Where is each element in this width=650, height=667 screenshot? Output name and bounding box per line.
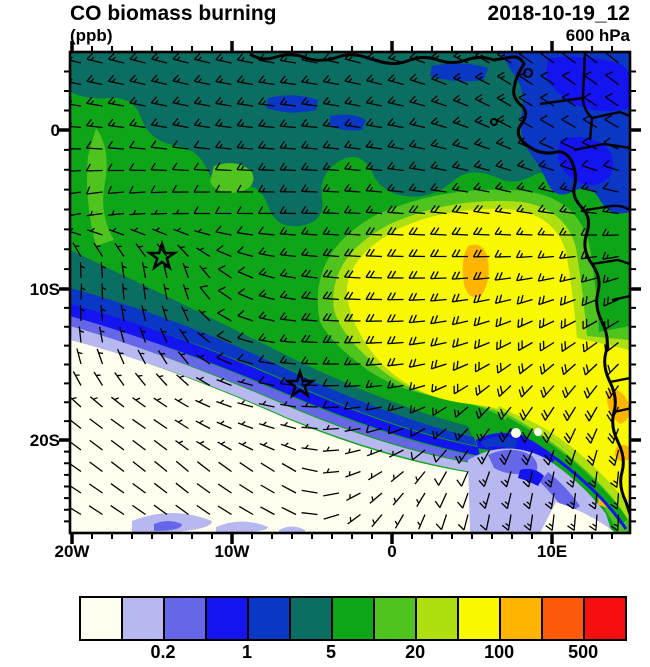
colorbar-cell-10	[501, 598, 543, 639]
x-tick-label-10e: 10E	[536, 542, 568, 561]
colorbar-label-1: 1	[242, 642, 253, 662]
plot-datetime: 2018-10-19_12	[487, 2, 630, 25]
region-violet-bottom	[154, 521, 182, 531]
star-marker-2	[283, 367, 317, 399]
country-border-0	[581, 52, 594, 141]
colorbar-label-5: 5	[326, 642, 337, 662]
country-border-1	[539, 96, 584, 106]
white-spot-1	[534, 428, 542, 436]
y-tick-label-20s: 20S	[29, 431, 60, 450]
region-white-wedge-se	[540, 502, 616, 533]
colorbar-cell-3	[207, 598, 249, 639]
colorbar-label-20: 20	[405, 642, 426, 662]
colorbar-label-100: 100	[484, 642, 515, 662]
units-label: (ppb)	[70, 26, 113, 45]
country-border-4	[585, 204, 630, 212]
map-field	[70, 52, 630, 533]
region-navy-hook-core	[480, 436, 518, 450]
star-marker-1	[145, 239, 179, 271]
island-outline-0	[523, 68, 533, 78]
country-border-7	[609, 376, 630, 384]
colorbar-cell-12	[585, 598, 625, 639]
pressure-level-label: 600 hPa	[565, 26, 630, 45]
y-tick-label-10s: 10S	[29, 280, 60, 299]
region-blue-tr-2	[558, 137, 614, 185]
wind-barbs	[70, 52, 620, 532]
x-tick-label-20w: 20W	[54, 542, 90, 561]
region-lavender-stripe	[70, 326, 484, 474]
region-teal-strip-10s	[70, 250, 472, 436]
axis-ticks	[59, 41, 641, 544]
country-border-6	[611, 294, 630, 302]
region-navy-stripe	[70, 288, 477, 446]
region-lavender-bottom-3	[279, 526, 305, 533]
country-border-5	[591, 258, 630, 266]
region-orange-blob-main	[462, 244, 489, 298]
colorbar-cell-0	[81, 598, 123, 639]
colorbar-cell-4	[249, 598, 291, 639]
x-tick-label-10w: 10W	[214, 542, 250, 561]
colorbar	[79, 596, 627, 641]
region-green8-blob-tl	[87, 128, 114, 246]
colorbar-cell-8	[417, 598, 459, 639]
colorbar-cell-1	[123, 598, 165, 639]
colorbar-label-0.2: 0.2	[150, 642, 176, 662]
x-tick-label-0: 0	[387, 542, 397, 561]
colorbar-cell-9	[459, 598, 501, 639]
y-tick-label-0: 0	[50, 121, 60, 140]
region-teal-top-band	[70, 52, 630, 227]
colorbar-cell-5	[291, 598, 333, 639]
coastline	[249, 52, 630, 515]
region-navy-streak-3	[430, 63, 488, 82]
coast-band-green7	[502, 417, 628, 525]
region-violet-stripe	[70, 316, 482, 464]
colorbar-cell-7	[375, 598, 417, 639]
colorbar-cell-6	[333, 598, 375, 639]
country-border-2	[591, 110, 630, 120]
white-spot-0	[511, 428, 521, 438]
colorbar-cell-2	[165, 598, 207, 639]
colorbar-cell-11	[543, 598, 585, 639]
country-border-3	[573, 142, 630, 152]
colorbar-label-500: 500	[568, 642, 599, 662]
region-blue-tr-1	[546, 56, 630, 112]
island-outline-1	[490, 118, 498, 126]
region-violet-offshore-1	[488, 449, 538, 475]
map-frame	[68, 50, 632, 535]
plot-title: CO biomass burning	[70, 2, 277, 25]
region-lavender-bottom-2	[216, 521, 268, 533]
region-blue-stripe	[70, 304, 480, 456]
region-yellow-core	[346, 208, 630, 506]
region-navy-streak-1	[266, 95, 318, 113]
